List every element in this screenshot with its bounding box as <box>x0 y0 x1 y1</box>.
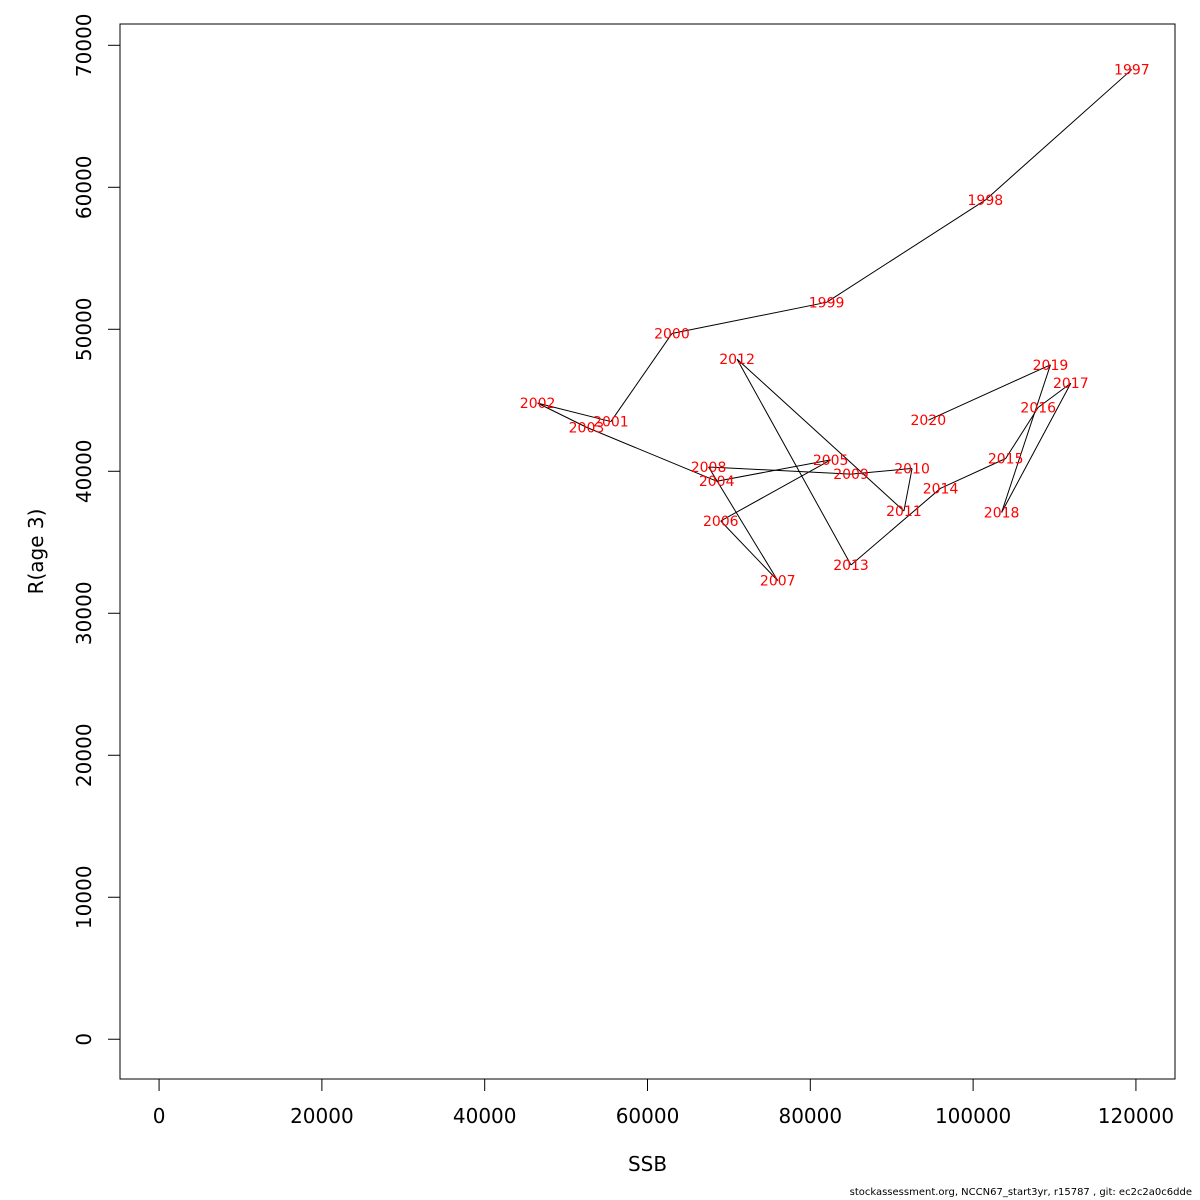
y-tick-label: 30000 <box>72 581 96 645</box>
series-segment <box>720 459 831 522</box>
y-axis: 0 10000 20000 30000 40000 50000 60000 70000 <box>72 13 121 1046</box>
x-tick-label: 100000 <box>935 1104 1011 1128</box>
point-label: 2011 <box>886 504 922 520</box>
point-label: 2013 <box>833 558 869 574</box>
series-segment <box>610 333 673 422</box>
x-axis-title: SSB <box>628 1152 667 1176</box>
y-tick-label: 60000 <box>72 155 96 219</box>
point-label: 1997 <box>1114 62 1150 78</box>
x-tick-label: 80000 <box>778 1104 842 1128</box>
point-label: 1998 <box>968 193 1004 209</box>
point-label: 2010 <box>894 461 930 477</box>
series-segment <box>708 466 852 475</box>
point-label: 2019 <box>1033 358 1069 374</box>
point-label: 2005 <box>813 453 849 469</box>
y-axis-title: R(age 3) <box>24 509 48 595</box>
point-label: 2003 <box>569 420 605 436</box>
series-segment <box>1001 364 1051 513</box>
series-segment <box>1037 382 1072 408</box>
footer-note: stockassessment.org, NCCN67_start3yr, r1… <box>849 1187 1192 1198</box>
series-segment <box>736 358 905 512</box>
point-label: 2012 <box>719 352 755 368</box>
y-tick-label: 20000 <box>72 723 96 787</box>
point-label: 2018 <box>984 505 1020 521</box>
series-segment <box>850 487 941 566</box>
series-segment <box>984 69 1133 201</box>
series-segment <box>537 402 611 423</box>
x-axis: 0 20000 40000 60000 80000 100000 120000 <box>153 1078 1174 1128</box>
point-label: 2020 <box>911 413 947 429</box>
point-label: 2008 <box>691 460 727 476</box>
point-label: 2015 <box>988 451 1024 467</box>
series-segment <box>720 520 779 581</box>
series-segment <box>1005 407 1039 459</box>
point-label: 2009 <box>833 467 869 483</box>
point-label: 2001 <box>593 415 629 431</box>
x-tick-label: 60000 <box>616 1104 680 1128</box>
series-segment <box>537 402 587 428</box>
point-label: 2016 <box>1020 400 1056 416</box>
plot-frame <box>119 23 1176 1080</box>
point-label: 1999 <box>809 295 845 311</box>
point-label: 2002 <box>520 396 556 412</box>
y-tick-label: 0 <box>72 1033 96 1046</box>
point-label: 2017 <box>1053 376 1089 392</box>
series-segment <box>708 466 779 581</box>
series-segment <box>826 199 986 303</box>
series-segment <box>940 458 1006 489</box>
point-label: 2014 <box>923 481 959 497</box>
series-segment <box>850 467 913 475</box>
y-tick-label: 10000 <box>72 865 96 929</box>
series-segment <box>671 301 827 335</box>
series-segment <box>586 426 717 482</box>
series-lines <box>537 69 1133 581</box>
y-tick-label: 40000 <box>72 439 96 503</box>
y-tick-label: 50000 <box>72 297 96 361</box>
x-tick-label: 40000 <box>453 1104 517 1128</box>
series-segment <box>903 468 913 512</box>
x-tick-label: 120000 <box>1098 1104 1174 1128</box>
point-label: 2004 <box>699 474 735 490</box>
point-label: 2007 <box>760 574 796 590</box>
x-tick-label: 0 <box>153 1104 166 1128</box>
x-tick-label: 20000 <box>290 1104 354 1128</box>
y-tick-label: 70000 <box>72 13 96 77</box>
series-labels: 1997 1998 1999 2000 2001 2002 2003 2004 2005 2006… <box>520 62 1150 589</box>
series-segment <box>1001 383 1072 513</box>
series-segment <box>736 358 852 566</box>
point-label: 2006 <box>703 514 739 530</box>
series-segment <box>928 364 1051 421</box>
point-label: 2000 <box>654 327 690 343</box>
